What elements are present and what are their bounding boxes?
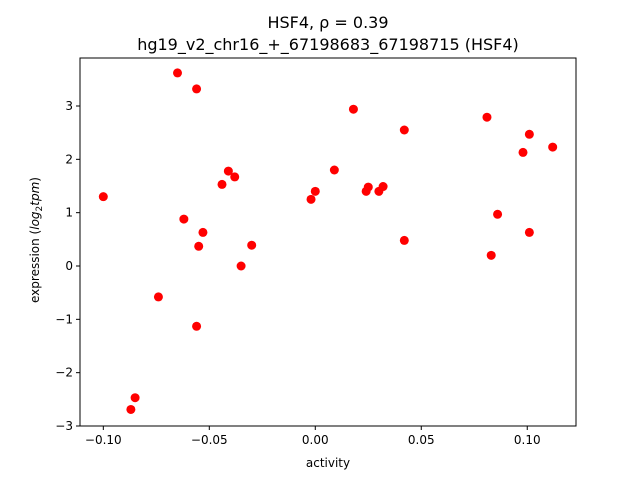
chart-title-line2: hg19_v2_chr16_+_67198683_67198715 (HSF4) — [137, 35, 519, 55]
plot-frame — [79, 57, 577, 427]
data-point — [310, 186, 320, 196]
data-point — [363, 182, 373, 192]
data-point — [493, 209, 503, 219]
data-point — [306, 194, 316, 204]
data-point — [518, 147, 528, 157]
x-tick-label: 0.00 — [302, 433, 329, 447]
data-point — [194, 241, 204, 251]
y-tick-label: 0 — [65, 259, 73, 273]
data-point — [399, 125, 409, 135]
data-point — [348, 104, 358, 114]
y-tick-label: 2 — [65, 152, 73, 166]
data-point — [98, 192, 108, 202]
chart-title-line1: HSF4, ρ = 0.39 — [267, 13, 388, 32]
x-axis-ticks: −0.10 −0.05 0.00 0.05 0.10 — [85, 426, 541, 447]
data-point — [173, 68, 183, 78]
y-tick-label: −3 — [55, 419, 73, 433]
y-axis-label-prefix: expression ( — [28, 230, 42, 303]
x-tick-label: −0.05 — [191, 433, 228, 447]
data-point — [230, 172, 240, 182]
plot-area — [79, 57, 577, 427]
data-point — [130, 393, 140, 403]
y-axis-label-subscript: 2 — [35, 206, 45, 212]
data-point — [548, 142, 558, 152]
y-axis-label-suffix: ) — [28, 177, 42, 182]
y-axis-label-math: log — [28, 211, 42, 230]
y-tick-label: 3 — [65, 99, 73, 113]
data-point — [192, 321, 202, 331]
data-point — [524, 129, 534, 139]
y-axis-label: expression (log2tpm) — [28, 177, 45, 303]
x-tick-label: 0.10 — [514, 433, 541, 447]
data-point — [378, 182, 388, 192]
data-point — [217, 179, 227, 189]
data-point — [329, 165, 339, 175]
data-point — [198, 227, 208, 237]
data-point — [179, 214, 189, 224]
data-point — [236, 261, 246, 271]
data-point — [223, 166, 233, 176]
data-point — [399, 235, 409, 245]
data-point — [524, 227, 534, 237]
data-point — [126, 404, 136, 414]
x-tick-label: −0.10 — [85, 433, 122, 447]
y-tick-label: −1 — [55, 312, 73, 326]
data-point — [153, 292, 163, 302]
x-axis-label: activity — [306, 456, 350, 470]
x-tick-label: 0.05 — [408, 433, 435, 447]
y-tick-label: 1 — [65, 206, 73, 220]
data-point — [482, 112, 492, 122]
y-axis-label-math2: tpm — [28, 182, 42, 206]
data-point — [486, 250, 496, 260]
data-point — [247, 240, 257, 250]
y-axis-ticks: −3 −2 −1 0 1 2 3 — [55, 99, 80, 433]
data-point — [192, 84, 202, 94]
y-tick-label: −2 — [55, 366, 73, 380]
data-points — [98, 68, 558, 414]
